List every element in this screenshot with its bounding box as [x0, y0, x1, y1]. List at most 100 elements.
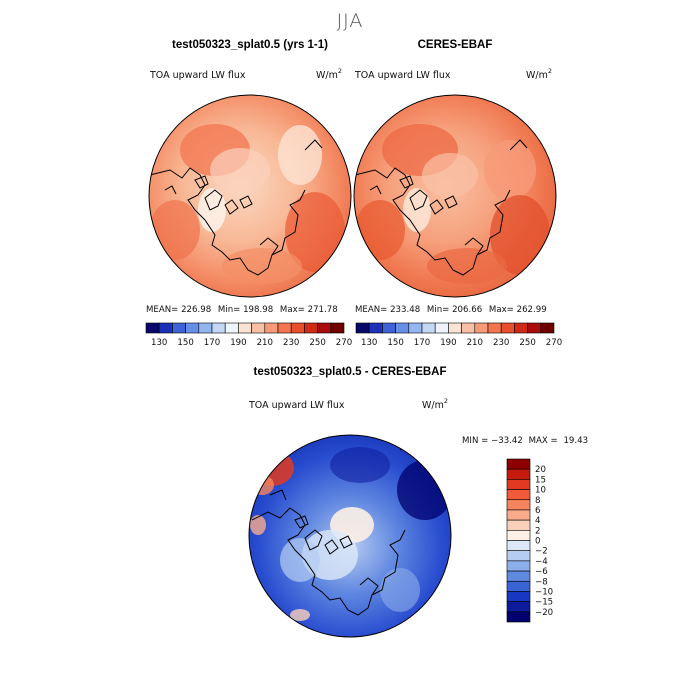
- obs-colorbar-tick-label: 150: [387, 338, 403, 348]
- model-colorbar-swatch: [304, 322, 318, 334]
- diff-colorbar-tick-label: −2: [535, 547, 548, 557]
- model-mean-value: 226.98: [181, 305, 211, 315]
- diff-max-value: 19.43: [563, 436, 588, 446]
- obs-colorbar-tick-label: 230: [493, 338, 509, 348]
- diff-colorbar-tick-label: −6: [535, 567, 548, 577]
- model-colorbar-swatch: [172, 322, 186, 334]
- obs-colorbar-swatch: [514, 322, 528, 334]
- diff-colorbar-swatch: [506, 499, 531, 511]
- diff-colorbar-tick-label: −4: [535, 557, 548, 567]
- model-colorbar-tick-label: 210: [257, 338, 273, 348]
- obs-mean-value: 233.48: [390, 305, 420, 315]
- model-panel: test050323_splat0.5 (yrs 1-1) TOA upward…: [145, 39, 352, 348]
- model-units-base: W/m: [316, 70, 338, 81]
- obs-colorbar-swatch: [461, 322, 476, 334]
- diff-colorbar-swatch: [506, 479, 531, 490]
- obs-colorbar-swatch: [540, 322, 555, 334]
- obs-colorbar-swatch: [434, 322, 449, 334]
- diff-colorbar-swatch: [506, 550, 531, 562]
- diff-colorbar-swatch: [506, 468, 531, 480]
- obs-colorbar-tick-label: 190: [440, 338, 456, 348]
- obs-stats: MEAN= 233.48 Min= 206.66 Max= 262.99: [355, 305, 547, 315]
- diff-colorbar-swatch: [506, 540, 531, 551]
- obs-map: [353, 94, 557, 298]
- model-colorbar-swatch: [158, 322, 173, 334]
- obs-colorbar-swatch: [408, 322, 423, 334]
- model-colorbar-tick-label: 190: [230, 338, 246, 348]
- diff-units-exp: 2: [444, 397, 448, 405]
- model-colorbar-swatch: [211, 322, 226, 334]
- diff-colorbar-swatch: [506, 591, 531, 602]
- diff-units: W/m2: [422, 397, 448, 411]
- model-units: W/m2: [316, 67, 342, 81]
- obs-colorbar-swatch: [527, 322, 542, 334]
- obs-colorbar-swatch: [382, 322, 396, 334]
- model-colorbar-swatch: [145, 322, 160, 334]
- diff-colorbar-tick-label: −15: [535, 598, 553, 608]
- diff-colorbar-swatch: [506, 570, 531, 582]
- model-mean-label: MEAN=: [146, 305, 178, 315]
- model-colorbar-tick-label: 230: [283, 338, 299, 348]
- diff-colorbar-tick-label: 10: [535, 486, 546, 496]
- diff-map: [248, 434, 452, 638]
- model-min-value: 198.98: [243, 305, 273, 315]
- diff-units-base: W/m: [422, 400, 444, 411]
- model-colorbar-tick-label: 150: [177, 338, 193, 348]
- diff-colorbar-swatch: [506, 601, 531, 613]
- diff-colorbar-swatch: [506, 489, 531, 501]
- obs-units-base: W/m: [526, 70, 548, 81]
- obs-colorbar-tick-label: 130: [361, 338, 377, 348]
- diff-colorbar-tick-label: 4: [535, 516, 540, 526]
- diff-colorbar-tick-label: −20: [535, 608, 553, 618]
- obs-panel: CERES-EBAF TOA upward LW flux W/m2: [353, 39, 562, 348]
- obs-mean-label: MEAN=: [355, 305, 387, 315]
- obs-max-value: 262.99: [517, 305, 547, 315]
- diff-colorbar-tick-label: 2: [535, 526, 540, 536]
- model-colorbar: 130 150 170 190 210 230 250 270: [145, 322, 352, 348]
- model-title: test050323_splat0.5 (yrs 1-1): [172, 39, 328, 51]
- diff-colorbar-tick-label: 20: [535, 465, 546, 475]
- diff-colorbar-swatch: [506, 580, 531, 592]
- obs-units-exp: 2: [548, 67, 552, 75]
- obs-min-value: 206.66: [452, 305, 482, 315]
- model-colorbar-swatch: [290, 322, 305, 334]
- model-colorbar-swatch: [238, 322, 252, 334]
- model-colorbar-swatch: [198, 322, 213, 334]
- diff-colorbar-tick-label: 6: [535, 506, 540, 516]
- diff-colorbar-tick-label: 8: [535, 496, 540, 506]
- diff-colorbar-swatch: [506, 519, 531, 531]
- obs-title: CERES-EBAF: [418, 39, 493, 51]
- diff-min-label: MIN =: [462, 436, 488, 446]
- model-colorbar-swatch: [251, 322, 266, 334]
- diff-colorbar-tick-label: −10: [535, 587, 553, 597]
- model-units-exp: 2: [338, 67, 342, 75]
- obs-min-label: Min=: [427, 305, 449, 315]
- model-max-label: Max=: [280, 305, 305, 315]
- diff-colorbar-swatch: [506, 530, 531, 541]
- model-stats: MEAN= 226.98 Min= 198.98 Max= 271.78: [146, 305, 338, 315]
- model-colorbar-swatch: [277, 322, 292, 334]
- obs-colorbar-swatch: [500, 322, 515, 334]
- diff-min-value: −33.42: [491, 436, 523, 446]
- diff-colorbar-swatch: [506, 611, 531, 623]
- obs-colorbar-tick-label: 270: [546, 338, 562, 348]
- model-colorbar-tick-label: 170: [204, 338, 220, 348]
- obs-colorbar-tick-label: 170: [414, 338, 430, 348]
- model-max-value: 271.78: [308, 305, 338, 315]
- obs-colorbar-swatch: [421, 322, 436, 334]
- obs-units: W/m2: [526, 67, 552, 81]
- model-colorbar-tick-label: 130: [151, 338, 167, 348]
- obs-colorbar-tick-label: 250: [519, 338, 535, 348]
- diff-stats: MIN = −33.42 MAX = 19.43: [462, 436, 588, 446]
- model-colorbar-tick-label: 270: [336, 338, 352, 348]
- model-min-label: Min=: [218, 305, 240, 315]
- diff-max-label: MAX =: [529, 436, 558, 446]
- diff-colorbar-swatch: [506, 560, 531, 572]
- obs-colorbar-swatch: [395, 322, 410, 334]
- diff-colorbar-tick-label: 15: [535, 475, 546, 485]
- obs-colorbar-swatch: [448, 322, 462, 334]
- model-colorbar-tick-label: 250: [309, 338, 325, 348]
- model-colorbar-swatch: [330, 322, 345, 334]
